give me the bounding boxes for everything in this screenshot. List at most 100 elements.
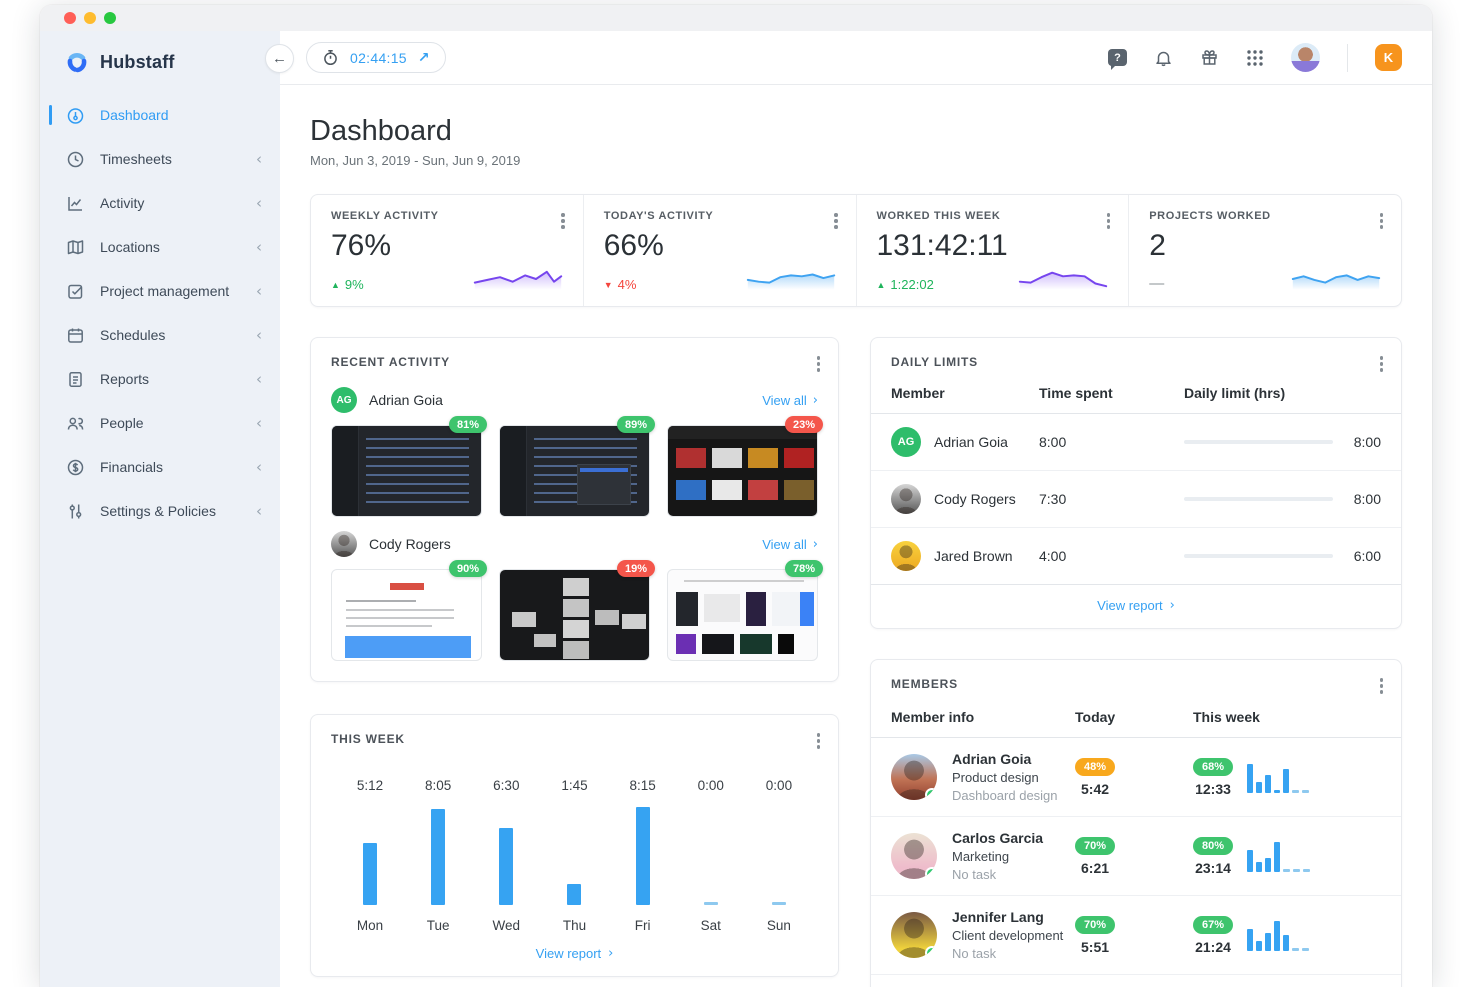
- sidebar-item-schedules[interactable]: Schedules ‹: [40, 313, 280, 357]
- timer-widget[interactable]: 02:44:15 ↗: [306, 42, 446, 73]
- app-logo[interactable]: Hubstaff: [40, 31, 280, 93]
- card-title: RECENT ACTIVITY: [331, 355, 450, 369]
- table-header: Member Time spent Daily limit (hrs): [871, 377, 1401, 414]
- daily-limit: 8:00: [1353, 491, 1381, 507]
- kebab-menu-icon[interactable]: [832, 211, 840, 231]
- sidebar-item-financials[interactable]: Financials ‹: [40, 445, 280, 489]
- screenshot-thumbnail: 81%: [331, 416, 487, 517]
- kebab-menu-icon[interactable]: [1105, 211, 1113, 231]
- week-activity-badge: 67%: [1193, 915, 1234, 934]
- avatar: AG: [331, 387, 357, 413]
- activity-badge: 19%: [616, 560, 655, 577]
- view-all-link[interactable]: View all ›: [762, 392, 818, 408]
- screenshot-image[interactable]: [331, 425, 482, 517]
- member-name[interactable]: Jennifer Lang: [952, 909, 1044, 925]
- sparkline-chart: [746, 273, 835, 290]
- member-name[interactable]: Carlos Garcia: [952, 830, 1044, 846]
- help-icon[interactable]: ?: [1108, 49, 1127, 70]
- member-name[interactable]: Adrian Goia: [952, 751, 1032, 767]
- avatar: [891, 484, 921, 514]
- sidebar-item-reports[interactable]: Reports ‹: [40, 357, 280, 401]
- time-spent: 7:30: [1039, 491, 1067, 507]
- stat-projects-worked: PROJECTS WORKED 2 —: [1128, 195, 1401, 306]
- sidebar-item-timesheets[interactable]: Timesheets ‹: [40, 137, 280, 181]
- gift-icon[interactable]: [1200, 48, 1219, 67]
- collapse-sidebar-button[interactable]: ←: [265, 44, 294, 73]
- screenshot-thumbnail: 19%: [499, 560, 655, 661]
- member-name[interactable]: Adrian Goia: [934, 434, 1008, 450]
- member-name[interactable]: Jared Brown: [934, 548, 1013, 564]
- view-report-link[interactable]: View report ›: [535, 946, 614, 961]
- bar-column: 5:12 Mon: [356, 778, 384, 933]
- bar-column: 8:05 Tue: [425, 778, 452, 933]
- screenshot-image[interactable]: [499, 425, 650, 517]
- stats-row: WEEKLY ACTIVITY 76% 9% TODAY'S ACTIVITY …: [310, 194, 1402, 307]
- chevron-left-icon: ‹: [256, 458, 262, 476]
- apps-grid-icon[interactable]: [1246, 49, 1264, 67]
- screenshot-image[interactable]: [667, 569, 818, 661]
- app-window: Hubstaff Dashboard Timesheets ‹ Activity…: [40, 5, 1432, 987]
- member-row: Adrian Goia Product design Dashboard des…: [871, 738, 1401, 817]
- table-header: Member info Today This week: [871, 699, 1401, 738]
- member-name[interactable]: Cody Rogers: [934, 491, 1016, 507]
- bar-column: 0:00 Sun: [765, 778, 793, 933]
- today-activity-badge: 70%: [1075, 916, 1116, 934]
- kebab-menu-icon[interactable]: [815, 731, 823, 751]
- kebab-menu-icon[interactable]: [1378, 211, 1386, 231]
- minimize-window-button[interactable]: [84, 12, 96, 24]
- member-role: Marketing: [952, 849, 1010, 864]
- limit-progress-bar: [1184, 554, 1333, 558]
- screenshot-image[interactable]: [331, 569, 482, 661]
- view-all-link[interactable]: View all ›: [762, 536, 818, 552]
- sliders-icon: [66, 502, 85, 521]
- card-title: DAILY LIMITS: [891, 355, 978, 369]
- stat-value: 2: [1149, 229, 1166, 262]
- open-tracker-icon[interactable]: ↗: [417, 49, 430, 66]
- view-report-link[interactable]: View report ›: [1097, 598, 1175, 613]
- chevron-left-icon: ‹: [256, 282, 262, 300]
- sidebar-item-activity[interactable]: Activity ‹: [40, 181, 280, 225]
- sidebar-item-locations[interactable]: Locations ‹: [40, 225, 280, 269]
- kebab-menu-icon[interactable]: [815, 354, 823, 374]
- limit-progress-bar: [1184, 497, 1333, 501]
- member-task: No task: [952, 946, 997, 961]
- table-row: Cody Rogers 7:30 8:00: [871, 471, 1401, 528]
- date-range[interactable]: Mon, Jun 3, 2019 - Sun, Jun 9, 2019: [310, 153, 521, 168]
- member-row: Carlos Garcia Marketing No task 70% 6:21 …: [871, 817, 1401, 896]
- member-name[interactable]: Adrian Goia: [369, 392, 443, 408]
- stopwatch-icon: [324, 50, 337, 66]
- time-spent: 4:00: [1039, 548, 1067, 564]
- member-role: Product design: [952, 770, 1039, 785]
- member-name[interactable]: Cody Rogers: [369, 536, 451, 552]
- activity-badge: 78%: [784, 560, 823, 577]
- today-activity-badge: 48%: [1075, 758, 1116, 776]
- sidebar-item-project-management[interactable]: Project management ‹: [40, 269, 280, 313]
- screenshot-image[interactable]: [667, 425, 818, 517]
- sidebar-item-settings-policies[interactable]: Settings & Policies ‹: [40, 489, 280, 533]
- sidebar-item-label: People: [100, 415, 144, 431]
- stat-weekly-activity: WEEKLY ACTIVITY 76% 9%: [311, 195, 583, 306]
- kebab-menu-icon[interactable]: [1378, 354, 1386, 374]
- week-mini-bar-chart: [1247, 919, 1310, 951]
- card-title: THIS WEEK: [331, 732, 405, 746]
- close-window-button[interactable]: [64, 12, 76, 24]
- stat-delta: 9%: [331, 277, 364, 292]
- notifications-bell-icon[interactable]: [1154, 48, 1173, 67]
- stat-label: WORKED THIS WEEK: [876, 210, 1001, 222]
- sidebar-item-people[interactable]: People ‹: [40, 401, 280, 445]
- sparkline-chart: [473, 270, 562, 290]
- people-icon: [66, 414, 85, 433]
- topbar: ← 02:44:15 ↗ ? K: [265, 31, 1432, 85]
- screenshot-image[interactable]: [499, 569, 650, 661]
- kebab-menu-icon[interactable]: [1378, 676, 1386, 696]
- kebab-menu-icon[interactable]: [559, 211, 567, 231]
- avatar: [891, 754, 937, 800]
- today-time: 6:21: [1081, 860, 1110, 876]
- table-row: AG Adrian Goia 8:00 8:00: [871, 414, 1401, 471]
- clock-icon: [66, 150, 85, 169]
- sidebar-item-dashboard[interactable]: Dashboard: [40, 93, 280, 137]
- workspace-switcher[interactable]: K: [1375, 44, 1402, 71]
- status-dot: [925, 946, 937, 958]
- zoom-window-button[interactable]: [104, 12, 116, 24]
- user-avatar[interactable]: [1291, 43, 1320, 72]
